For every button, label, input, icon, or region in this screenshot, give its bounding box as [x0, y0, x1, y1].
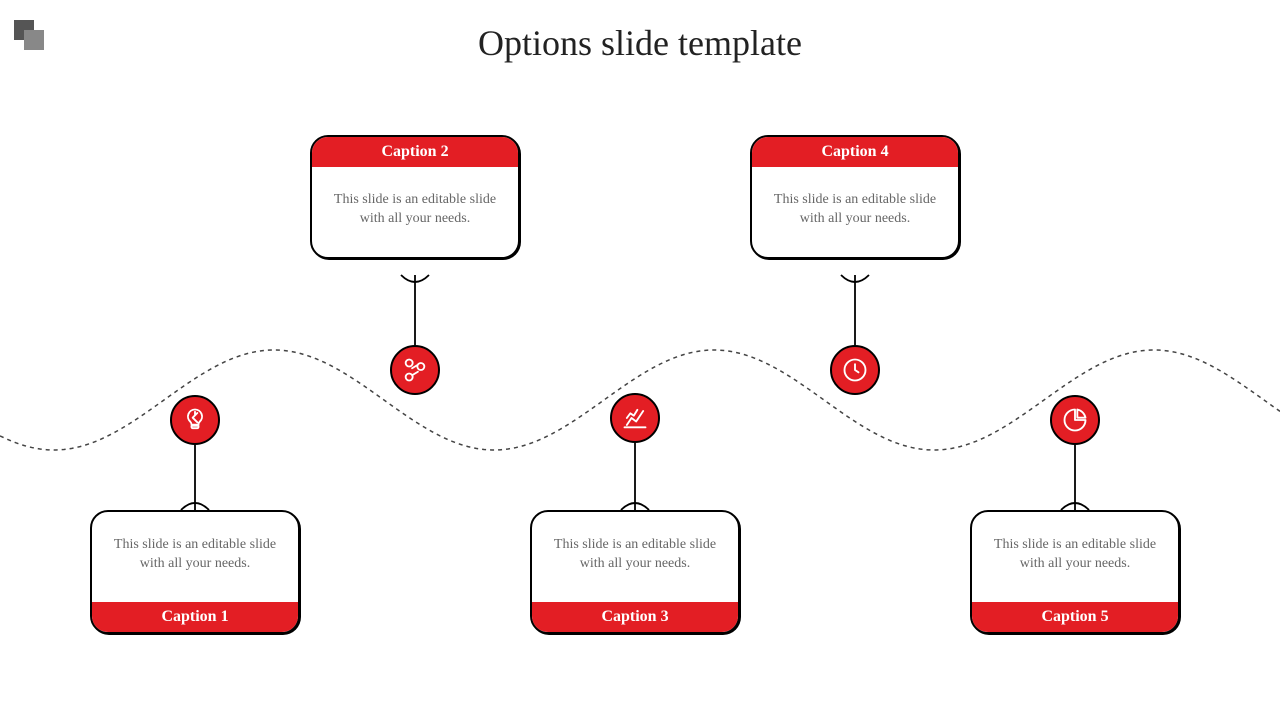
clock-icon — [841, 356, 869, 384]
option-node-4 — [830, 345, 880, 395]
callout-body: This slide is an editable slide with all… — [92, 512, 298, 602]
callout-caption: Caption 1 — [92, 602, 298, 632]
callout-5: Caption 5This slide is an editable slide… — [970, 510, 1180, 634]
callout-body: This slide is an editable slide with all… — [972, 512, 1178, 602]
callout-caption: Caption 4 — [752, 137, 958, 167]
callout-body: This slide is an editable slide with all… — [752, 167, 958, 257]
pie-icon — [1061, 406, 1089, 434]
option-node-2 — [390, 345, 440, 395]
option-node-3 — [610, 393, 660, 443]
callout-body: This slide is an editable slide with all… — [312, 167, 518, 257]
callout-4: Caption 4This slide is an editable slide… — [750, 135, 960, 259]
bulb-icon — [181, 406, 209, 434]
callout-caption: Caption 5 — [972, 602, 1178, 632]
callout-1: Caption 1This slide is an editable slide… — [90, 510, 300, 634]
option-node-1 — [170, 395, 220, 445]
callout-body: This slide is an editable slide with all… — [532, 512, 738, 602]
callout-2: Caption 2This slide is an editable slide… — [310, 135, 520, 259]
callout-caption: Caption 2 — [312, 137, 518, 167]
share-icon — [401, 356, 429, 384]
chart-icon — [621, 404, 649, 432]
callout-caption: Caption 3 — [532, 602, 738, 632]
option-node-5 — [1050, 395, 1100, 445]
callout-3: Caption 3This slide is an editable slide… — [530, 510, 740, 634]
